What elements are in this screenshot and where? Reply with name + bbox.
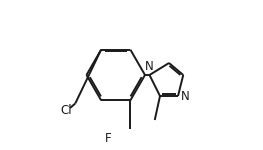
Text: N: N (144, 60, 153, 73)
Text: N: N (181, 90, 190, 102)
Text: Cl: Cl (60, 104, 72, 117)
Text: F: F (105, 132, 112, 145)
